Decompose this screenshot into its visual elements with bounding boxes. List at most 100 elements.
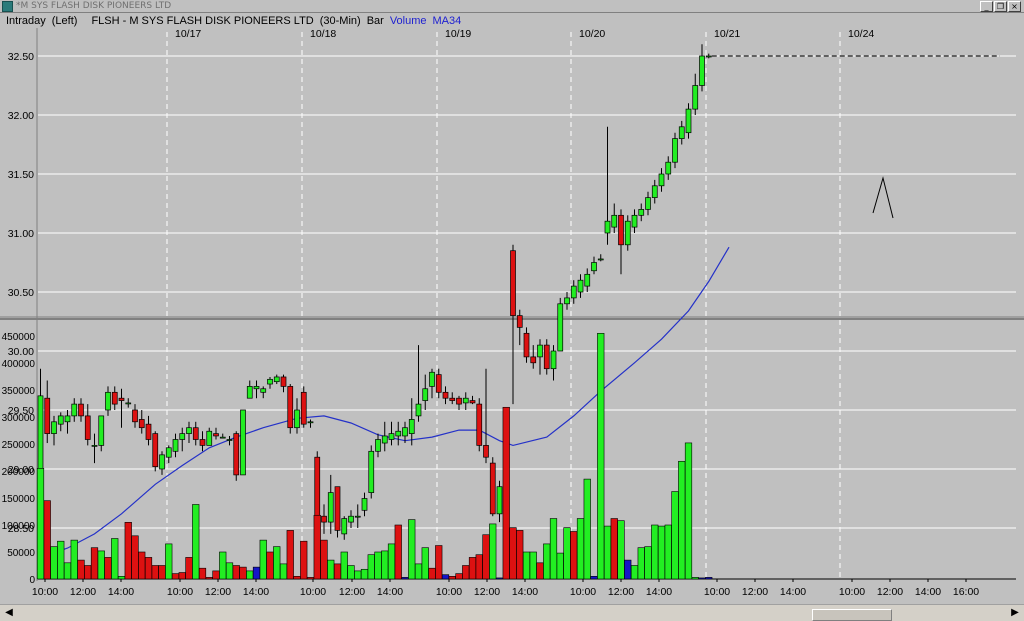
candle-body xyxy=(381,435,388,444)
volume-bar xyxy=(657,525,666,580)
volume-bar xyxy=(671,491,679,580)
candle-body xyxy=(111,391,118,405)
candle-body xyxy=(125,402,132,405)
candle-body xyxy=(348,515,354,523)
candle-body xyxy=(84,415,91,440)
price-tick-label: 28.50 xyxy=(8,523,34,535)
candle-body xyxy=(179,433,186,440)
candle-body xyxy=(705,55,712,58)
volume-bar xyxy=(185,557,193,580)
scroll-thumb[interactable] xyxy=(812,609,892,621)
volume-bar xyxy=(36,467,45,580)
volume-tick-label: 100000 xyxy=(2,521,36,532)
price-tick-label: 31.00 xyxy=(8,228,34,240)
candle-body xyxy=(388,433,395,440)
price-tick-label: 32.00 xyxy=(8,110,34,122)
volume-bar xyxy=(597,332,605,580)
volume-bar xyxy=(414,563,423,580)
volume-bar xyxy=(381,550,389,580)
volume-bar xyxy=(691,577,699,580)
time-tick-label: 14:00 xyxy=(646,586,672,598)
volume-bar xyxy=(705,577,713,580)
price-tick-label: 30.00 xyxy=(8,346,34,358)
candle-body xyxy=(273,376,280,383)
volume-bar xyxy=(563,527,571,580)
header-symbol: FLSH - M SYS FLASH DISK PIONEERS LTD xyxy=(91,15,314,27)
candle-body xyxy=(327,492,334,523)
volume-bar xyxy=(603,525,612,580)
volume-bar xyxy=(158,565,166,580)
volume-tick-label: 200000 xyxy=(2,467,36,478)
candle-body xyxy=(375,439,381,452)
volume-bar xyxy=(408,519,416,580)
candle-body xyxy=(537,344,543,358)
price-tick-label: 29.00 xyxy=(8,464,34,476)
volume-bar xyxy=(131,535,139,580)
candle-body xyxy=(321,515,327,523)
volume-bar xyxy=(536,562,544,580)
date-label: 10/17 xyxy=(175,28,201,40)
candle-body xyxy=(442,391,449,399)
candle-body xyxy=(408,419,415,434)
volume-bar xyxy=(84,565,92,580)
volume-bar xyxy=(509,527,517,580)
candle-body xyxy=(341,518,348,535)
volume-bar xyxy=(165,543,173,580)
price-tick-label: 30.50 xyxy=(8,287,34,299)
volume-bar xyxy=(462,565,470,580)
volume-tick-label: 300000 xyxy=(2,413,36,424)
candle-body xyxy=(192,427,199,440)
candle-body xyxy=(165,447,172,458)
volume-bar xyxy=(684,442,693,580)
candle-body xyxy=(395,430,402,437)
candle-body xyxy=(692,85,699,110)
restore-button[interactable]: ❐ xyxy=(994,0,1007,12)
chart-canvas[interactable]: 32.50 32.00 31.50 31.00 30.50 30.00 29.50 29.00… xyxy=(0,28,1024,604)
candle-body xyxy=(422,388,429,401)
candle-body xyxy=(699,55,705,86)
candle-body xyxy=(658,173,665,187)
candle-body xyxy=(361,498,368,511)
volume-bar xyxy=(138,551,146,580)
candle-body xyxy=(557,303,564,352)
minimize-button[interactable]: _ xyxy=(980,0,993,12)
price-tick-label: 31.50 xyxy=(8,169,34,181)
time-tick-label: 14:00 xyxy=(512,586,538,598)
header-axis-side: (Left) xyxy=(51,15,78,27)
volume-bar xyxy=(387,543,396,580)
volume-tick-label: 150000 xyxy=(2,494,36,505)
volume-bar xyxy=(475,554,483,580)
scroll-left-icon[interactable]: ◀ xyxy=(5,607,13,618)
candle-body xyxy=(37,395,44,476)
volume-bar xyxy=(293,575,301,580)
candle-body xyxy=(98,415,105,446)
volume-bar xyxy=(117,575,126,580)
volume-bar xyxy=(259,539,267,580)
volume-bar xyxy=(360,568,369,580)
volume-bar xyxy=(664,524,672,580)
candle-body xyxy=(618,214,624,246)
volume-bar xyxy=(232,565,240,580)
candle-body xyxy=(577,279,584,293)
volume-bar xyxy=(306,577,315,580)
volume-bar xyxy=(516,530,524,580)
candle-body xyxy=(685,108,692,134)
volume-bar xyxy=(219,551,227,580)
time-tick-label: 14:00 xyxy=(780,586,806,598)
candle-body xyxy=(678,126,685,139)
chart-header: Intraday (Left) FLSH - M SYS FLASH DISK … xyxy=(0,14,1024,28)
volume-bar xyxy=(225,562,234,580)
volume-bar xyxy=(630,565,639,580)
time-tick-label: 10:00 xyxy=(300,586,326,598)
close-button[interactable]: × xyxy=(1008,0,1021,12)
volume-tick-label: 350000 xyxy=(2,386,36,397)
candle-body xyxy=(246,386,253,399)
candle-body xyxy=(145,423,152,440)
volume-bar xyxy=(435,545,443,580)
candle-body xyxy=(624,220,631,246)
horizontal-scrollbar[interactable]: ◀ ▶ xyxy=(0,604,1024,621)
window-title: *M SYS FLASH DISK PIONEERS LTD xyxy=(16,1,172,11)
scroll-right-icon[interactable]: ▶ xyxy=(1011,607,1019,618)
volume-bar xyxy=(502,406,510,580)
time-tick-label: 12:00 xyxy=(205,586,231,598)
